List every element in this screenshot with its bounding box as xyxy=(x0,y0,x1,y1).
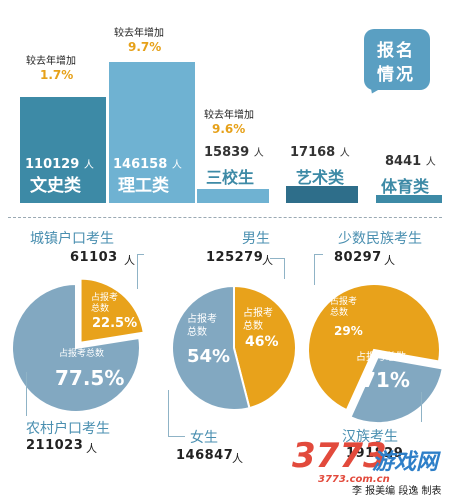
pie2-right-label: 占报考 总数 xyxy=(243,308,273,332)
bar-sanxiao xyxy=(197,189,269,203)
count-tiyu: 8441 人 xyxy=(385,154,436,169)
bar-tiyu xyxy=(376,195,442,203)
pie2-top-count: 125279 xyxy=(206,250,264,265)
section-divider xyxy=(8,217,442,218)
pie3-small-pct: 29% xyxy=(334,324,363,338)
pie3-top-unit: 人 xyxy=(384,254,395,267)
pie3-small-label: 占报考 总数 xyxy=(330,297,358,318)
pie2-bottom-count: 146847 xyxy=(176,448,234,463)
pie3-bottom-count: 191829 xyxy=(346,446,404,461)
pie2-left-label: 占报考 总数 xyxy=(187,314,217,338)
pie3-big-pct: 71% xyxy=(362,368,410,392)
leader-male xyxy=(270,258,285,279)
category-ligong: 理工类 xyxy=(118,176,169,196)
category-tiyu: 体育类 xyxy=(381,177,430,196)
pie2-bottom-unit: 人 xyxy=(232,452,243,465)
pie3-top-count: 80297 xyxy=(334,250,382,265)
increase-label-wenshi: 较去年增加 xyxy=(26,56,76,67)
increase-pct-wenshi: 1.7% xyxy=(40,68,74,82)
increase-label-ligong: 较去年增加 xyxy=(114,28,164,39)
category-yishu: 艺术类 xyxy=(296,168,345,187)
leader-rural xyxy=(26,372,28,416)
pie2-slice-0 xyxy=(233,284,297,410)
badge-line-1: 报名 xyxy=(377,41,415,61)
pie3-bottom-title: 汉族考生 xyxy=(342,429,398,445)
leader-han xyxy=(420,392,422,422)
badge-line-2: 情况 xyxy=(377,65,415,85)
pie1-big-pct: 77.5% xyxy=(55,366,125,390)
bar-wenshi xyxy=(20,97,106,203)
watermark-url: 3773.com.cn xyxy=(318,474,390,485)
increase-label-sanxiao: 较去年增加 xyxy=(204,110,254,121)
pie1-small-pct: 22.5% xyxy=(92,316,138,331)
pie2-top-unit: 人 xyxy=(262,254,273,267)
pie1-slice-0 xyxy=(79,277,145,344)
leader-female xyxy=(168,390,185,437)
pie3-slice-0 xyxy=(349,355,444,425)
category-wenshi: 文史类 xyxy=(30,176,81,196)
count-ligong: 146158 人 xyxy=(113,157,182,172)
pie1-slice-1 xyxy=(11,282,141,413)
watermark-logo: 3773 xyxy=(292,436,387,476)
pie1-bottom-unit: 人 xyxy=(86,442,97,455)
bar-yishu xyxy=(286,186,358,203)
increase-pct-sanxiao: 9.6% xyxy=(212,122,246,136)
category-sanxiao: 三校生 xyxy=(206,168,255,187)
bar-ligong xyxy=(109,62,195,203)
pie1-top-count: 61103 xyxy=(70,250,118,265)
leader-minority xyxy=(314,254,323,285)
pie2-slice-1 xyxy=(171,284,251,411)
pie3-big-label: 占报考总数 xyxy=(356,352,406,363)
credit-line: 李 报美编 段逸 制表 xyxy=(352,486,442,497)
pie1-top-unit: 人 xyxy=(124,254,135,267)
pie1-small-label: 占报考 总数 xyxy=(91,293,119,314)
watermark-suffix: 游戏网 xyxy=(372,450,439,475)
pie3-top-title: 少数民族考生 xyxy=(338,231,422,247)
pie2-left-pct: 54% xyxy=(187,346,231,367)
pie2-right-pct: 46% xyxy=(245,334,279,350)
count-yishu: 17168 人 xyxy=(290,145,350,160)
leader-urban xyxy=(137,254,144,289)
pie1-bottom-count: 211023 xyxy=(26,438,84,453)
count-wenshi: 110129 人 xyxy=(25,157,94,172)
pie1-big-label: 占报考总数 xyxy=(59,349,105,359)
pie1-bottom-title: 农村户口考生 xyxy=(26,421,110,437)
pie1-top-title: 城镇户口考生 xyxy=(30,231,114,247)
count-sanxiao: 15839 人 xyxy=(204,145,264,160)
pie2-top-title: 男生 xyxy=(242,231,270,247)
pie3-slice-1 xyxy=(307,283,441,412)
increase-pct-ligong: 9.7% xyxy=(128,40,162,54)
report-badge xyxy=(364,29,430,90)
pie2-bottom-title: 女生 xyxy=(190,430,218,446)
